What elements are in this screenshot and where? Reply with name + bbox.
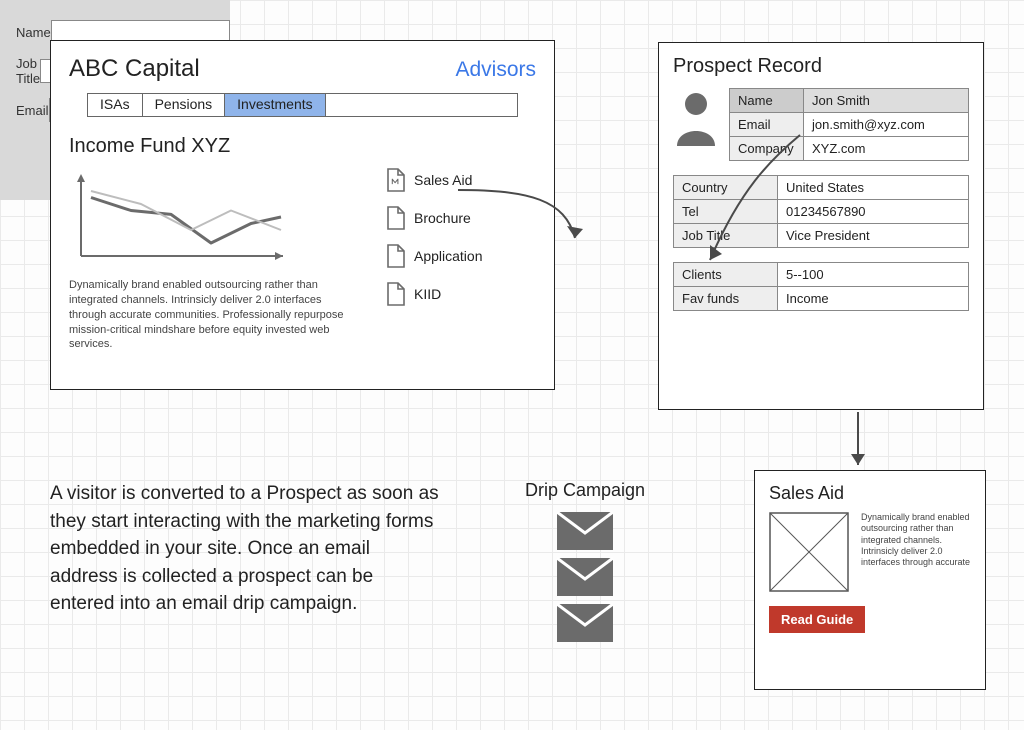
brand-title: ABC Capital (69, 55, 200, 83)
pdf-icon (386, 206, 406, 230)
tab-pensions[interactable]: Pensions (143, 94, 226, 116)
fund-chart (69, 168, 289, 263)
drip-block: Drip Campaign (500, 480, 670, 649)
envelope-icon (556, 511, 614, 551)
doc-sales-aid[interactable]: Sales Aid (386, 168, 536, 192)
explanation-text: A visitor is converted to a Prospect as … (50, 480, 440, 618)
pdf-icon (386, 168, 406, 192)
prospect-table-3: Clients5--100 Fav fundsIncome (673, 262, 969, 311)
cell-val: Jon Smith (804, 89, 969, 113)
tab-isas[interactable]: ISAs (88, 94, 143, 116)
doc-label: Application (414, 248, 483, 264)
cell-val: XYZ.com (804, 137, 969, 161)
envelope-icon (556, 603, 614, 643)
drip-title: Drip Campaign (500, 480, 670, 501)
cell-key: Company (730, 137, 804, 161)
fund-blurb: Dynamically brand enabled outsourcing ra… (69, 278, 349, 352)
prospect-table-2: CountryUnited States Tel01234567890 Job … (673, 175, 969, 248)
read-guide-button[interactable]: Read Guide (769, 606, 865, 633)
pdf-icon (386, 244, 406, 268)
website-panel: ABC Capital Advisors ISAs Pensions Inves… (50, 40, 555, 390)
envelope-icon (556, 557, 614, 597)
doc-brochure[interactable]: Brochure (386, 206, 536, 230)
doc-kiid[interactable]: KIID (386, 282, 536, 306)
form-label-email: Email (16, 103, 49, 118)
cell-key: Country (674, 176, 778, 200)
cell-val: jon.smith@xyz.com (804, 113, 969, 137)
prospect-title: Prospect Record (673, 55, 969, 78)
avatar-icon (673, 88, 719, 146)
cell-key: Name (730, 89, 804, 113)
advisors-link[interactable]: Advisors (455, 58, 536, 82)
document-list: Sales Aid Brochure Application KIID (386, 168, 536, 306)
form-label-name: Name (16, 25, 51, 40)
cell-val: 01234567890 (778, 200, 969, 224)
form-label-jobtitle: Job Title (16, 56, 40, 86)
image-placeholder-icon (769, 512, 849, 592)
sales-aid-text: Dynamically brand enabled outsourcing ra… (861, 512, 971, 592)
cell-key: Fav funds (674, 287, 778, 311)
sales-aid-card: Sales Aid Dynamically brand enabled outs… (754, 470, 986, 690)
pdf-icon (386, 282, 406, 306)
cell-key: Email (730, 113, 804, 137)
cell-val: United States (778, 176, 969, 200)
tab-strip: ISAs Pensions Investments (87, 93, 518, 117)
tab-investments[interactable]: Investments (225, 94, 325, 116)
sales-aid-title: Sales Aid (769, 483, 971, 504)
prospect-panel: Prospect Record NameJon Smith Emailjon.s… (658, 42, 984, 410)
cell-key: Job Title (674, 224, 778, 248)
cell-key: Tel (674, 200, 778, 224)
doc-application[interactable]: Application (386, 244, 536, 268)
doc-label: Sales Aid (414, 172, 472, 188)
cell-key: Clients (674, 263, 778, 287)
cell-val: 5--100 (778, 263, 969, 287)
cell-val: Income (778, 287, 969, 311)
cell-val: Vice President (778, 224, 969, 248)
fund-title: Income Fund XYZ (69, 135, 536, 158)
prospect-table-1: NameJon Smith Emailjon.smith@xyz.com Com… (729, 88, 969, 161)
doc-label: KIID (414, 286, 441, 302)
doc-label: Brochure (414, 210, 471, 226)
